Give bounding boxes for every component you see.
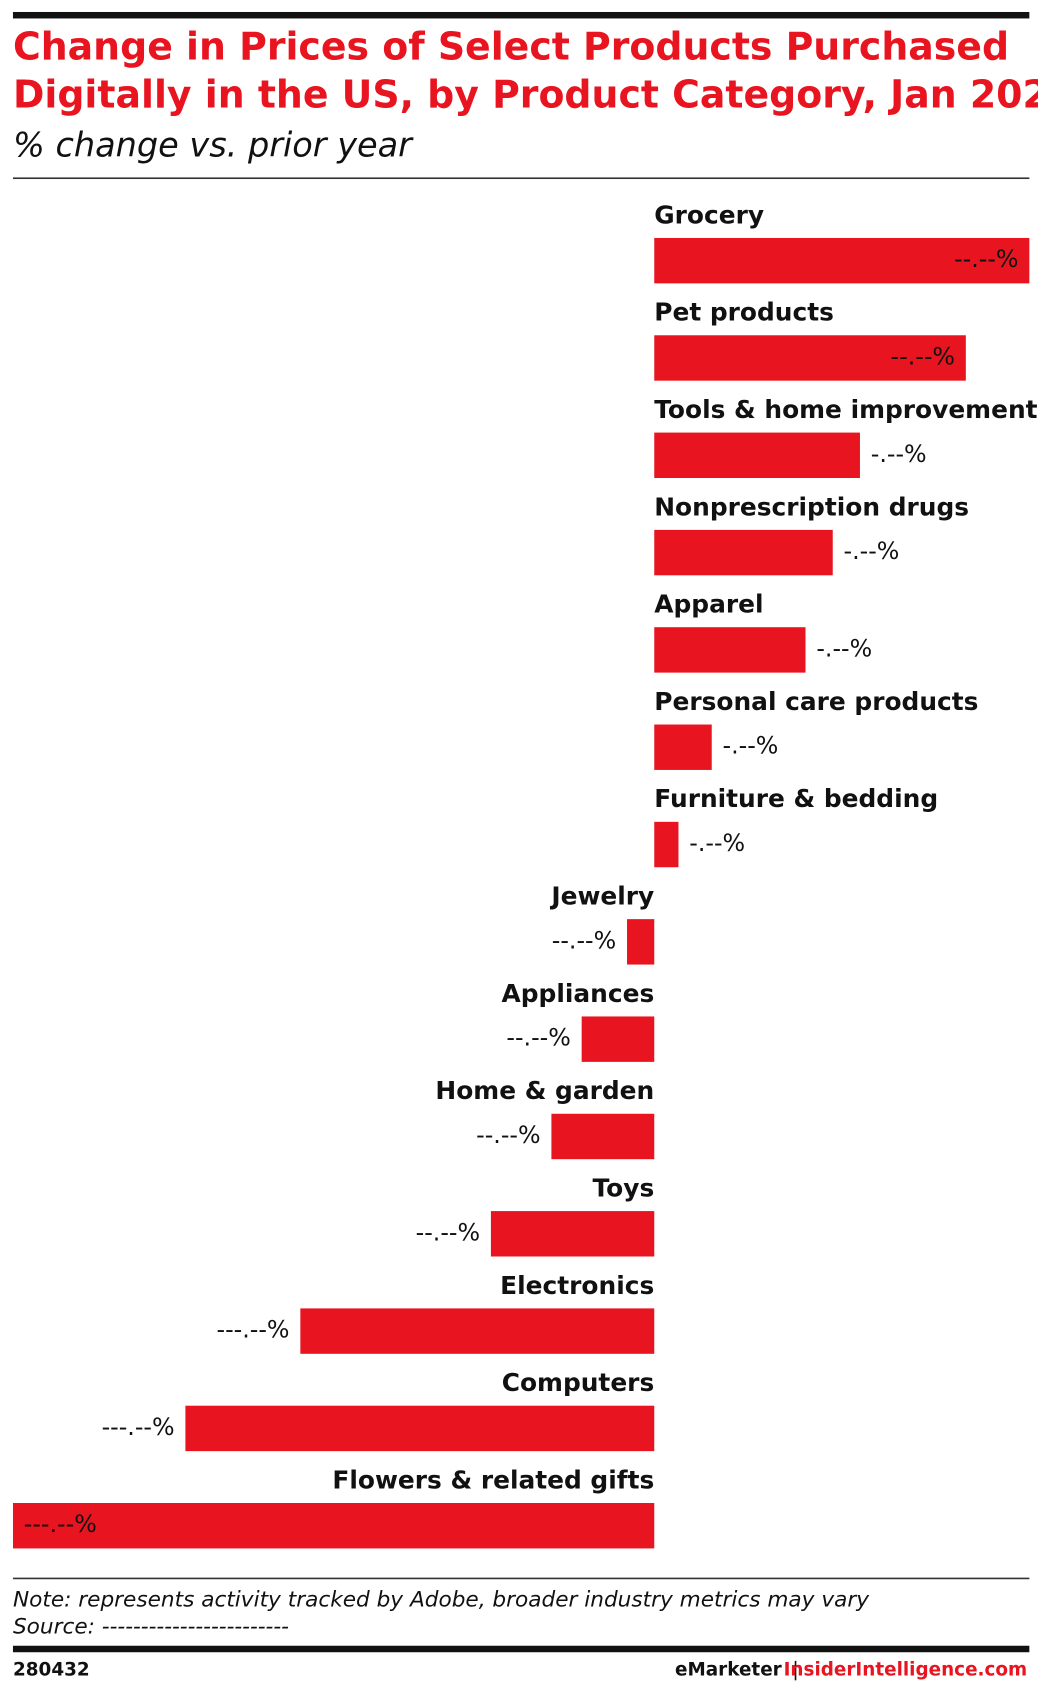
bar — [300, 1308, 655, 1354]
title-line: Digitally in the US, by Product Category… — [13, 72, 1038, 116]
value-label: --.--% — [506, 1024, 570, 1052]
bar — [551, 1113, 655, 1160]
value-label: ---.--% — [24, 1510, 97, 1538]
value-label: --.--% — [476, 1121, 540, 1149]
category-label: Nonprescription drugs — [654, 492, 969, 521]
chart-id: 280432 — [13, 1660, 90, 1681]
category-label: Apparel — [654, 590, 763, 619]
bar — [654, 627, 806, 673]
top-rule — [12, 11, 1030, 19]
value-label: ---.--% — [217, 1316, 290, 1344]
bar — [627, 919, 655, 965]
bar — [12, 1503, 655, 1549]
bar — [490, 1211, 655, 1257]
category-label: Tools & home improvement — [654, 395, 1037, 424]
value-label: -.--% — [844, 537, 900, 565]
value-label: ---.--% — [102, 1413, 175, 1441]
value-label: -.--% — [871, 440, 927, 468]
category-label: Appliances — [502, 979, 655, 1008]
header-rule — [12, 177, 1030, 180]
category-label: Flowers & related gifts — [332, 1465, 654, 1494]
category-label: Computers — [502, 1368, 655, 1397]
bar — [654, 821, 679, 868]
separator — [794, 1660, 797, 1681]
bar — [654, 432, 860, 478]
value-label: --.--% — [552, 926, 616, 954]
bar — [654, 335, 966, 381]
source: Source: ------------------------ — [13, 1614, 289, 1639]
bar — [654, 529, 833, 576]
footer-rule — [12, 1577, 1030, 1580]
value-label: --.--% — [954, 245, 1018, 273]
chart-title: Change in Prices of Select Products Purc… — [13, 24, 1038, 116]
category-label: Personal care products — [654, 687, 978, 716]
chart-subtitle: % change vs. prior year — [13, 126, 414, 165]
site: InsiderIntelligence.com — [784, 1660, 1028, 1681]
category-label: Electronics — [500, 1271, 654, 1300]
category-label: Jewelry — [549, 882, 654, 911]
brand: eMarketer — [675, 1660, 783, 1681]
value-label: -.--% — [816, 634, 872, 662]
category-label: Pet products — [654, 298, 834, 327]
category-label: Furniture & bedding — [654, 784, 938, 813]
bar — [185, 1405, 655, 1452]
value-label: --.--% — [416, 1218, 480, 1246]
bar — [654, 724, 712, 770]
note: Note: represents activity tracked by Ado… — [13, 1587, 870, 1612]
value-label: -.--% — [723, 732, 779, 760]
category-label: Toys — [593, 1173, 655, 1202]
category-label: Grocery — [654, 200, 764, 229]
bar — [654, 237, 1030, 284]
value-label: -.--% — [689, 829, 745, 857]
title-line: Change in Prices of Select Products Purc… — [13, 24, 1009, 68]
category-label: Home & garden — [435, 1076, 654, 1105]
value-label: --.--% — [891, 342, 955, 370]
bar — [581, 1016, 655, 1062]
bottom-rule — [12, 1645, 1030, 1653]
